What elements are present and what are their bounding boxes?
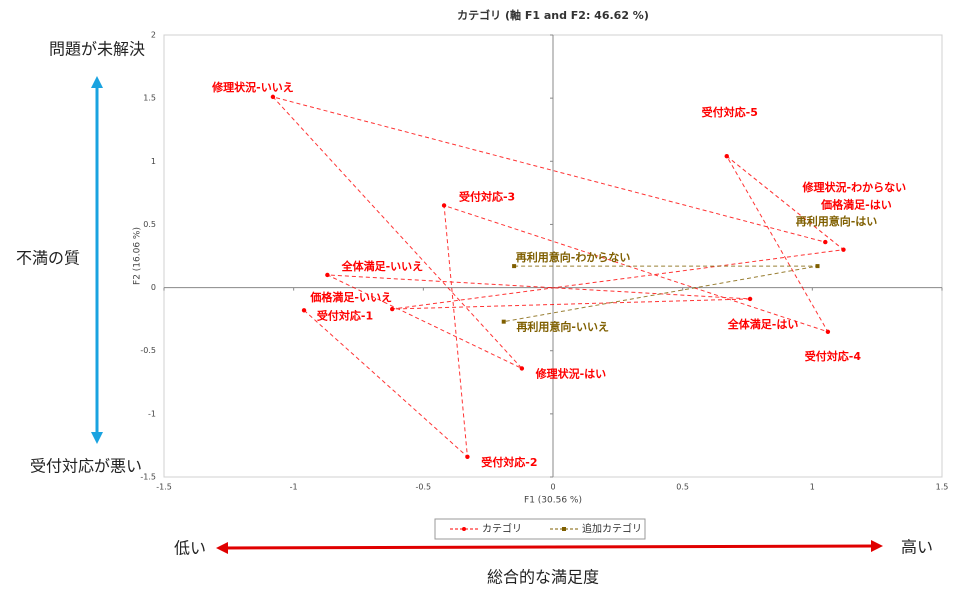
point (512, 264, 517, 269)
y-tick-label: 0.5 (143, 220, 156, 229)
point (270, 94, 276, 100)
x-tick-label: 0.5 (676, 483, 689, 492)
point-label: 再利用意向-はい (796, 214, 878, 228)
y-tick-label: 1 (151, 157, 156, 166)
point-label: 修理状況-はい (535, 366, 607, 380)
point-label: 全体満足-いいえ (341, 259, 424, 273)
y-tick-label: -1.5 (140, 473, 156, 482)
point-label: 受付対応-4 (805, 349, 862, 363)
point-label: 受付対応-5 (702, 105, 758, 119)
point (823, 239, 828, 245)
point (724, 154, 729, 159)
point (841, 247, 846, 252)
point-label: 修理状況-わからない (802, 180, 907, 194)
point (825, 329, 831, 334)
legend-label: カテゴリ (482, 522, 522, 535)
annotation: 総合的な満足度 (487, 568, 599, 587)
point (815, 264, 820, 269)
x-tick-label: -0.5 (416, 483, 432, 492)
y-tick-label: 0 (151, 283, 156, 292)
point-label: 全体満足-はい (727, 317, 799, 331)
point (441, 203, 447, 208)
point (501, 319, 506, 324)
x-tick-label: 0 (550, 483, 555, 492)
legend-marker (562, 527, 566, 531)
y-tick-label: 1.5 (143, 94, 156, 103)
point-label: 受付対応-1 (317, 308, 373, 322)
x-axis-label: F1 (30.56 %) (524, 496, 582, 506)
point-label: 受付対応-2 (481, 455, 537, 469)
point (519, 366, 525, 371)
annotation: 問題が未解決 (49, 40, 145, 59)
legend-label: 追加カテゴリ (582, 522, 642, 535)
point-label: 価格満足-いいえ (309, 290, 392, 304)
x-tick-label: -1.5 (156, 483, 172, 492)
point-label: 受付対応-3 (459, 189, 515, 203)
point-label: 再利用意向-いいえ (516, 320, 609, 334)
point (301, 308, 307, 313)
point (747, 296, 753, 302)
point (465, 454, 470, 459)
y-tick-label: -1 (148, 409, 156, 418)
x-tick-label: 1.5 (936, 483, 949, 492)
legend-marker (462, 527, 466, 531)
annotation: 高い (901, 538, 933, 557)
x-tick-label: 1 (810, 483, 815, 492)
chart-title: カテゴリ (軸 F1 and F2: 46.62 %) (457, 8, 649, 22)
annotation: 不満の質 (16, 249, 80, 268)
annotation: 受付対応が悪い (30, 457, 142, 476)
point-label: 修理状況-いいえ (211, 80, 294, 94)
point (390, 306, 395, 312)
y-tick-label: 2 (151, 31, 156, 40)
y-tick-label: -0.5 (140, 346, 156, 355)
point (325, 272, 330, 278)
annotation: 低い (174, 539, 206, 558)
point-label: 再利用意向-わからない (516, 250, 631, 264)
series-line (271, 95, 845, 459)
legend (434, 518, 646, 540)
x-tick-label: -1 (290, 483, 298, 492)
y-axis-label: F2 (16.06 %) (133, 227, 143, 285)
point-label: 価格満足-はい (820, 198, 892, 212)
horizontal-arrow (216, 540, 883, 554)
